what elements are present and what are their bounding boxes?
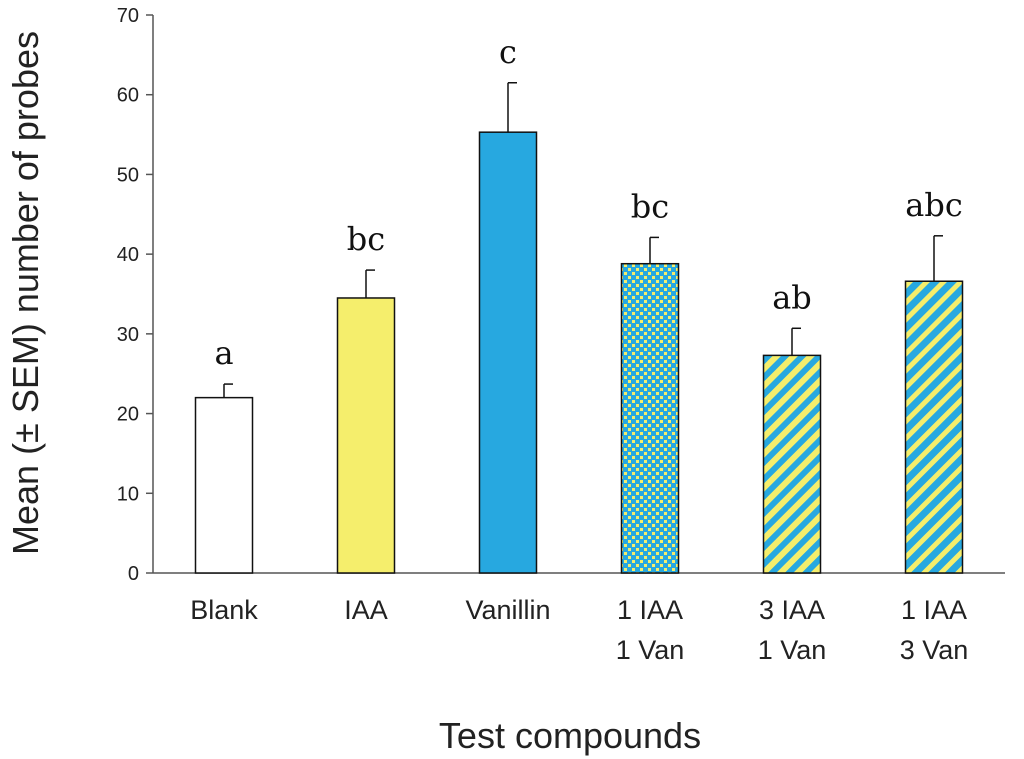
x-tick-label: IAA — [344, 595, 388, 625]
y-tick-label: 70 — [117, 5, 139, 27]
y-tick-label: 0 — [128, 563, 139, 585]
x-tick-label-line: IAA — [344, 595, 388, 625]
bar — [762, 354, 822, 574]
x-tick-label-line: 1 IAA — [901, 595, 967, 625]
x-tick-label: Vanillin — [465, 595, 550, 625]
significance-letter: bc — [347, 220, 385, 258]
significance-letter: ab — [772, 278, 812, 316]
bar — [620, 262, 680, 574]
y-ticks: 0 10 20 30 40 50 60 70 — [117, 5, 153, 585]
significance-letter: bc — [631, 187, 669, 225]
x-tick-label-line: 1 Van — [758, 635, 827, 665]
bar — [904, 280, 964, 574]
significance-letter: c — [499, 33, 517, 71]
x-tick-label: 1 IAA 1 Van — [616, 595, 685, 665]
y-tick-label: 60 — [117, 85, 139, 107]
y-tick-label: 10 — [117, 483, 139, 505]
axes — [152, 15, 1005, 574]
y-tick-label: 30 — [117, 324, 139, 346]
x-tick-label: Blank — [190, 595, 258, 625]
x-tick-label: 1 IAA 3 Van — [900, 595, 969, 665]
x-tick-label-line: 1 Van — [616, 635, 685, 665]
x-tick-label-line: 1 IAA — [617, 595, 683, 625]
significance-letter: a — [214, 334, 233, 372]
error-bars — [223, 82, 943, 398]
bars — [194, 131, 964, 574]
x-tick-label-line: 3 Van — [900, 635, 969, 665]
y-tick-label: 20 — [117, 404, 139, 426]
x-tick-label-line: 3 IAA — [759, 595, 825, 625]
y-axis-title: Mean (± SEM) number of probes — [5, 31, 46, 555]
x-axis-title: Test compounds — [439, 715, 701, 756]
bar — [336, 297, 396, 574]
bar — [194, 396, 254, 574]
bar — [478, 131, 538, 574]
y-tick-label: 50 — [117, 164, 139, 186]
x-tick-label-line: Vanillin — [465, 595, 550, 625]
y-tick-label: 40 — [117, 244, 139, 266]
x-tick-label: 3 IAA 1 Van — [758, 595, 827, 665]
x-tick-label-line: Blank — [190, 595, 258, 625]
significance-letter: abc — [905, 186, 962, 224]
